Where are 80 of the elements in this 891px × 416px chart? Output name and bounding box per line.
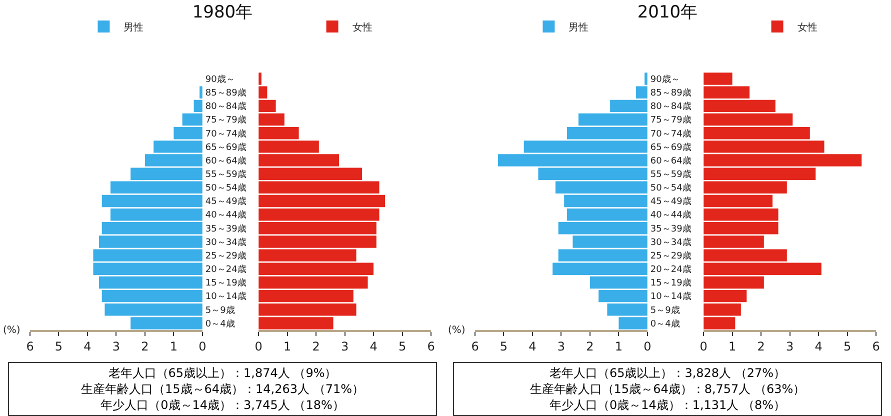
y-tick-label: 80～84歳 <box>205 101 246 112</box>
y-tick-label: 35～39歳 <box>650 223 692 234</box>
text: 老年人口（65歳以上）：3,828人 （27%） <box>548 365 787 381</box>
y-tick-label: 40～44歳 <box>205 210 246 221</box>
x-tick-label: 2 <box>757 339 765 354</box>
y-tick-label: 10～14歳 <box>205 291 246 302</box>
chart-title: 1980年 <box>192 2 253 22</box>
text: 年少人口（0歳～14歳）：3,745人 （18%） <box>100 397 346 413</box>
x-tick-label: 5 <box>843 339 852 354</box>
x-tick-label: 3 <box>557 339 566 354</box>
y-tick-label: 65～69歳 <box>205 142 246 153</box>
legend-label: 女性 <box>797 21 818 34</box>
text: 生産年齢人口（15歳～64歳）：8,757人 （63%） <box>528 381 806 397</box>
y-tick-label: 45～49歳 <box>650 196 692 208</box>
x-tick-label: 2 <box>586 339 594 354</box>
y-tick-label: 0～4歳 <box>650 318 680 330</box>
x-tick-label: 6 <box>26 339 34 354</box>
x-tick-label: 5 <box>500 339 508 354</box>
y-tick-label: 75～79歳 <box>205 114 246 126</box>
x-tick-label: 3 <box>340 339 349 354</box>
x-tick-label: 2 <box>141 339 149 354</box>
x-tick-label: 2 <box>312 339 320 354</box>
y-tick-label: 15～19歳 <box>205 278 246 289</box>
x-tick-label: 0 <box>700 339 708 354</box>
y-tick-label: 35～39歳 <box>205 223 246 234</box>
x-tick-label: 1 <box>728 339 736 354</box>
x-tick-label: 4 <box>528 339 536 354</box>
x-tick-label: 6 <box>471 339 479 354</box>
y-tick-label: 65～69歳 <box>650 142 692 153</box>
x-tick-label: 1 <box>170 339 178 354</box>
x-tick-label: 5 <box>54 339 63 354</box>
y-tick-label: 55～59歳 <box>650 168 692 180</box>
x-tick-label: 6 <box>427 339 435 354</box>
x-tick-label: 4 <box>370 339 378 354</box>
y-tick-label: 55～59歳 <box>205 168 246 180</box>
y-tick-label: 85～89歳 <box>650 88 692 99</box>
y-tick-label: 70～74歳 <box>650 128 692 140</box>
y-tick-label: 5～9歳 <box>650 304 680 316</box>
y-tick-label: 80～84歳 <box>650 101 692 112</box>
text: 年少人口（0歳～14歳）：1,131人 （8%） <box>548 397 787 413</box>
y-tick-label: 5～9歳 <box>205 304 235 316</box>
y-tick-label: 85～89歳 <box>205 88 246 99</box>
y-tick-label: 60～64歳 <box>650 155 692 166</box>
y-tick-label: 25～29歳 <box>205 250 246 262</box>
x-tick-label: 4 <box>84 339 92 354</box>
x-tick-label: 0 <box>254 339 262 354</box>
text: 老年人口（65歳以上）：1,874人 （9%） <box>107 365 338 381</box>
x-tick-label: 3 <box>112 339 120 354</box>
legend-label: 男性 <box>568 21 589 34</box>
x-tick-label: 0 <box>198 339 206 354</box>
y-tick-label: 0～4歳 <box>205 318 235 330</box>
y-tick-label: 75～79歳 <box>650 114 692 126</box>
y-tick-label: 40～44歳 <box>650 210 692 221</box>
text: 生産年齢人口（15歳～64歳）：14,263人 （71%） <box>80 381 365 397</box>
y-tick-label: 25～29歳 <box>650 250 692 262</box>
x-tick-label: 1 <box>614 339 623 354</box>
y-tick-label: 20～24歳 <box>650 264 692 276</box>
x-tick-label: 4 <box>814 339 822 354</box>
y-tick-label: 30～34歳 <box>650 236 692 248</box>
x-tick-label: 0 <box>644 339 652 354</box>
legend-label: 男性 <box>124 21 144 34</box>
x-axis-title: (%) <box>448 325 466 336</box>
y-tick-label: 15～19歳 <box>650 278 692 289</box>
y-tick-label: 45～49歳 <box>205 196 246 208</box>
y-tick-label: 50～54歳 <box>205 182 246 194</box>
y-tick-label: 90歳～ <box>650 74 680 85</box>
chart-title: 2010年 <box>637 2 698 22</box>
x-axis-title: (%) <box>3 325 20 336</box>
y-tick-label: 70～74歳 <box>205 128 246 140</box>
x-tick-label: 6 <box>872 339 880 354</box>
y-tick-label: 20～24歳 <box>205 264 246 276</box>
x-tick-label: 5 <box>398 339 406 354</box>
legend-label: 女性 <box>352 21 372 34</box>
y-tick-label: 60～64歳 <box>205 155 246 166</box>
y-tick-label: 10～14歳 <box>650 291 692 302</box>
y-tick-label: 50～54歳 <box>650 182 692 194</box>
x-tick-label: 3 <box>786 339 794 354</box>
y-tick-label: 30～34歳 <box>205 236 246 248</box>
x-tick-label: 1 <box>283 339 292 354</box>
y-tick-label: 90歳～ <box>205 74 235 85</box>
